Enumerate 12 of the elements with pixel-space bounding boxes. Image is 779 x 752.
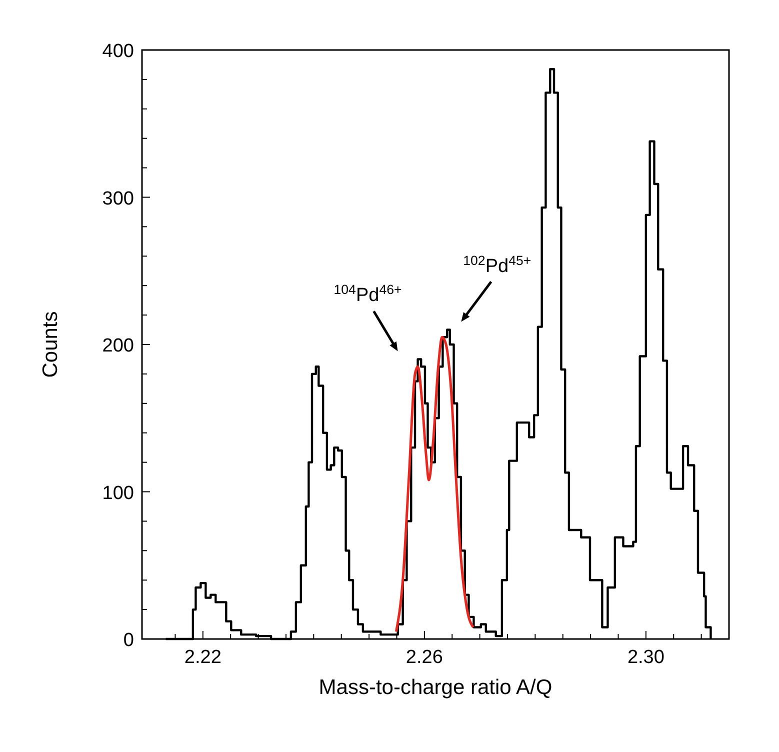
y-tick-label: 100: [102, 482, 134, 504]
x-tick-label: 2.30: [627, 647, 664, 668]
annotation: $^{104}$Pd$^{46+}$: [334, 282, 402, 306]
x-axis-title: Mass-to-charge ratio A/Q: [318, 676, 552, 699]
x-tick-label: 2.22: [184, 647, 222, 668]
y-tick-label: 300: [102, 188, 134, 210]
y-tick-label: 0: [123, 630, 134, 651]
annotation: $^{102}$Pd$^{45+}$: [463, 252, 532, 277]
y-tick-label: 400: [102, 41, 134, 62]
y-axis-title: Counts: [39, 311, 62, 378]
y-tick-label: 200: [102, 336, 134, 356]
x-tick-label: 2.26: [406, 647, 443, 668]
